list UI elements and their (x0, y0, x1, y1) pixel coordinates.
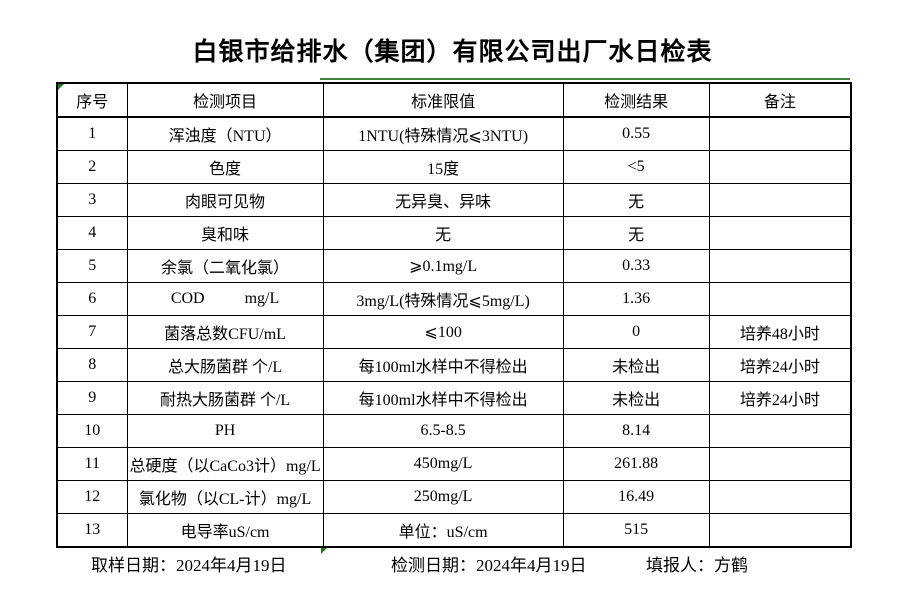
table-row: 5 余氯（二氧化氯） ⩾0.1mg/L 0.33 (56, 249, 852, 283)
item-cell[interactable]: 菌落总数CFU/mL (126, 315, 324, 349)
header-cell-item[interactable]: 检测项目 (126, 82, 324, 118)
row-number-cell[interactable]: 2 (56, 150, 128, 184)
result-cell[interactable]: 16.49 (562, 480, 710, 514)
table-row: 3 肉眼可见物 无异臭、异味 无 (56, 183, 852, 217)
item-cell[interactable]: 氯化物（以CL-计）mg/L (126, 480, 324, 514)
cell-comment-indicator-icon (321, 547, 328, 554)
limit-cell[interactable]: 每100ml水样中不得检出 (322, 381, 564, 415)
item-cell[interactable]: 耐热大肠菌群 个/L (126, 381, 324, 415)
row-number-cell[interactable]: 4 (56, 216, 128, 250)
top-border-green-artifact (320, 78, 850, 80)
item-cell[interactable]: 浑浊度（NTU） (126, 116, 324, 151)
result-cell[interactable]: 0 (562, 315, 710, 349)
result-cell[interactable]: <5 (562, 150, 710, 184)
note-cell[interactable] (708, 216, 852, 250)
result-cell[interactable]: 261.88 (562, 447, 710, 481)
note-cell[interactable] (708, 249, 852, 283)
table-row: 12 氯化物（以CL-计）mg/L 250mg/L 16.49 (56, 480, 852, 514)
limit-cell[interactable]: ⩽100 (322, 315, 564, 349)
row-number-cell[interactable]: 13 (56, 513, 128, 548)
result-cell[interactable]: 未检出 (562, 381, 710, 415)
row-number-cell[interactable]: 12 (56, 480, 128, 514)
header-cell-result[interactable]: 检测结果 (562, 82, 710, 118)
table-row: 8 总大肠菌群 个/L 每100ml水样中不得检出 未检出 培养24小时 (56, 348, 852, 382)
header-cell-limit[interactable]: 标准限值 (322, 82, 564, 118)
limit-cell[interactable]: 15度 (322, 150, 564, 184)
item-cell[interactable]: 余氯（二氧化氯） (126, 249, 324, 283)
header-row: 序号 检测项目 标准限值 检测结果 备注 (56, 82, 852, 118)
limit-cell[interactable]: ⩾0.1mg/L (322, 249, 564, 283)
note-cell[interactable] (708, 183, 852, 217)
row-number-cell[interactable]: 9 (56, 381, 128, 415)
testing-date-label: 检测日期： (391, 556, 476, 575)
item-cell[interactable]: COD mg/L (126, 282, 324, 316)
row-number-cell[interactable]: 6 (56, 282, 128, 316)
limit-cell[interactable]: 6.5-8.5 (322, 414, 564, 448)
header-cell-no[interactable]: 序号 (56, 82, 128, 118)
note-cell[interactable] (708, 414, 852, 448)
note-cell[interactable]: 培养48小时 (708, 315, 852, 349)
reporter: 填报人：方鹤 (646, 551, 748, 576)
reporter-name: 方鹤 (714, 556, 748, 575)
row-number-cell[interactable]: 1 (56, 116, 128, 151)
limit-cell[interactable]: 1NTU(特殊情况⩽3NTU) (322, 116, 564, 151)
result-cell[interactable]: 未检出 (562, 348, 710, 382)
note-cell[interactable]: 培养24小时 (708, 381, 852, 415)
header-cell-note[interactable]: 备注 (708, 82, 852, 118)
water-inspection-table: 序号 检测项目 标准限值 检测结果 备注 1 浑浊度（NTU） 1NTU(特殊情… (56, 82, 853, 548)
item-cell[interactable]: 臭和味 (126, 216, 324, 250)
table-row: 10 PH 6.5-8.5 8.14 (56, 414, 852, 448)
table-row: 9 耐热大肠菌群 个/L 每100ml水样中不得检出 未检出 培养24小时 (56, 381, 852, 415)
limit-cell[interactable]: 单位：uS/cm (322, 513, 564, 548)
result-cell[interactable]: 8.14 (562, 414, 710, 448)
note-cell[interactable] (708, 116, 852, 151)
item-cell[interactable]: PH (126, 414, 324, 448)
note-cell[interactable] (708, 480, 852, 514)
row-number-cell[interactable]: 10 (56, 414, 128, 448)
reporter-label: 填报人： (646, 556, 714, 575)
result-cell[interactable]: 1.36 (562, 282, 710, 316)
table-row: 13 电导率uS/cm 单位：uS/cm 515 (56, 513, 852, 548)
table-row: 6 COD mg/L 3mg/L(特殊情况⩽5mg/L) 1.36 (56, 282, 852, 316)
result-cell[interactable]: 0.33 (562, 249, 710, 283)
result-cell[interactable]: 0.55 (562, 116, 710, 151)
note-cell[interactable]: 培养24小时 (708, 348, 852, 382)
item-cell[interactable]: 总硬度（以CaCo3计）mg/L (126, 447, 324, 481)
testing-date: 检测日期：2024年4月19日 (391, 551, 587, 576)
note-cell[interactable] (708, 513, 852, 548)
sampling-date: 取样日期：2024年4月19日 (91, 551, 287, 576)
table-row: 4 臭和味 无 无 (56, 216, 852, 250)
note-cell[interactable] (708, 150, 852, 184)
row-number-cell[interactable]: 5 (56, 249, 128, 283)
sampling-date-value: 2024年4月19日 (176, 556, 287, 575)
row-number-cell[interactable]: 3 (56, 183, 128, 217)
limit-cell[interactable]: 无 (322, 216, 564, 250)
page-title: 白银市给排水（集团）有限公司出厂水日检表 (192, 39, 713, 66)
testing-date-value: 2024年4月19日 (476, 556, 587, 575)
note-cell[interactable] (708, 282, 852, 316)
result-cell[interactable]: 515 (562, 513, 710, 548)
result-cell[interactable]: 无 (562, 216, 710, 250)
table-row: 11 总硬度（以CaCo3计）mg/L 450mg/L 261.88 (56, 447, 852, 481)
sampling-date-label: 取样日期： (91, 556, 176, 575)
table-row: 1 浑浊度（NTU） 1NTU(特殊情况⩽3NTU) 0.55 (56, 116, 852, 151)
limit-cell[interactable]: 无异臭、异味 (322, 183, 564, 217)
limit-cell[interactable]: 3mg/L(特殊情况⩽5mg/L) (322, 282, 564, 316)
row-number-cell[interactable]: 8 (56, 348, 128, 382)
limit-cell[interactable]: 450mg/L (322, 447, 564, 481)
note-cell[interactable] (708, 447, 852, 481)
limit-cell[interactable]: 250mg/L (322, 480, 564, 514)
result-cell[interactable]: 无 (562, 183, 710, 217)
item-cell[interactable]: 电导率uS/cm (126, 513, 324, 548)
row-number-cell[interactable]: 7 (56, 315, 128, 349)
item-cell[interactable]: 色度 (126, 150, 324, 184)
table-row: 7 菌落总数CFU/mL ⩽100 0 培养48小时 (56, 315, 852, 349)
footer: 取样日期：2024年4月19日 检测日期：2024年4月19日 填报人：方鹤 (0, 551, 905, 575)
item-cell[interactable]: 总大肠菌群 个/L (126, 348, 324, 382)
limit-cell[interactable]: 每100ml水样中不得检出 (322, 348, 564, 382)
item-cell[interactable]: 肉眼可见物 (126, 183, 324, 217)
table-row: 2 色度 15度 <5 (56, 150, 852, 184)
row-number-cell[interactable]: 11 (56, 447, 128, 481)
